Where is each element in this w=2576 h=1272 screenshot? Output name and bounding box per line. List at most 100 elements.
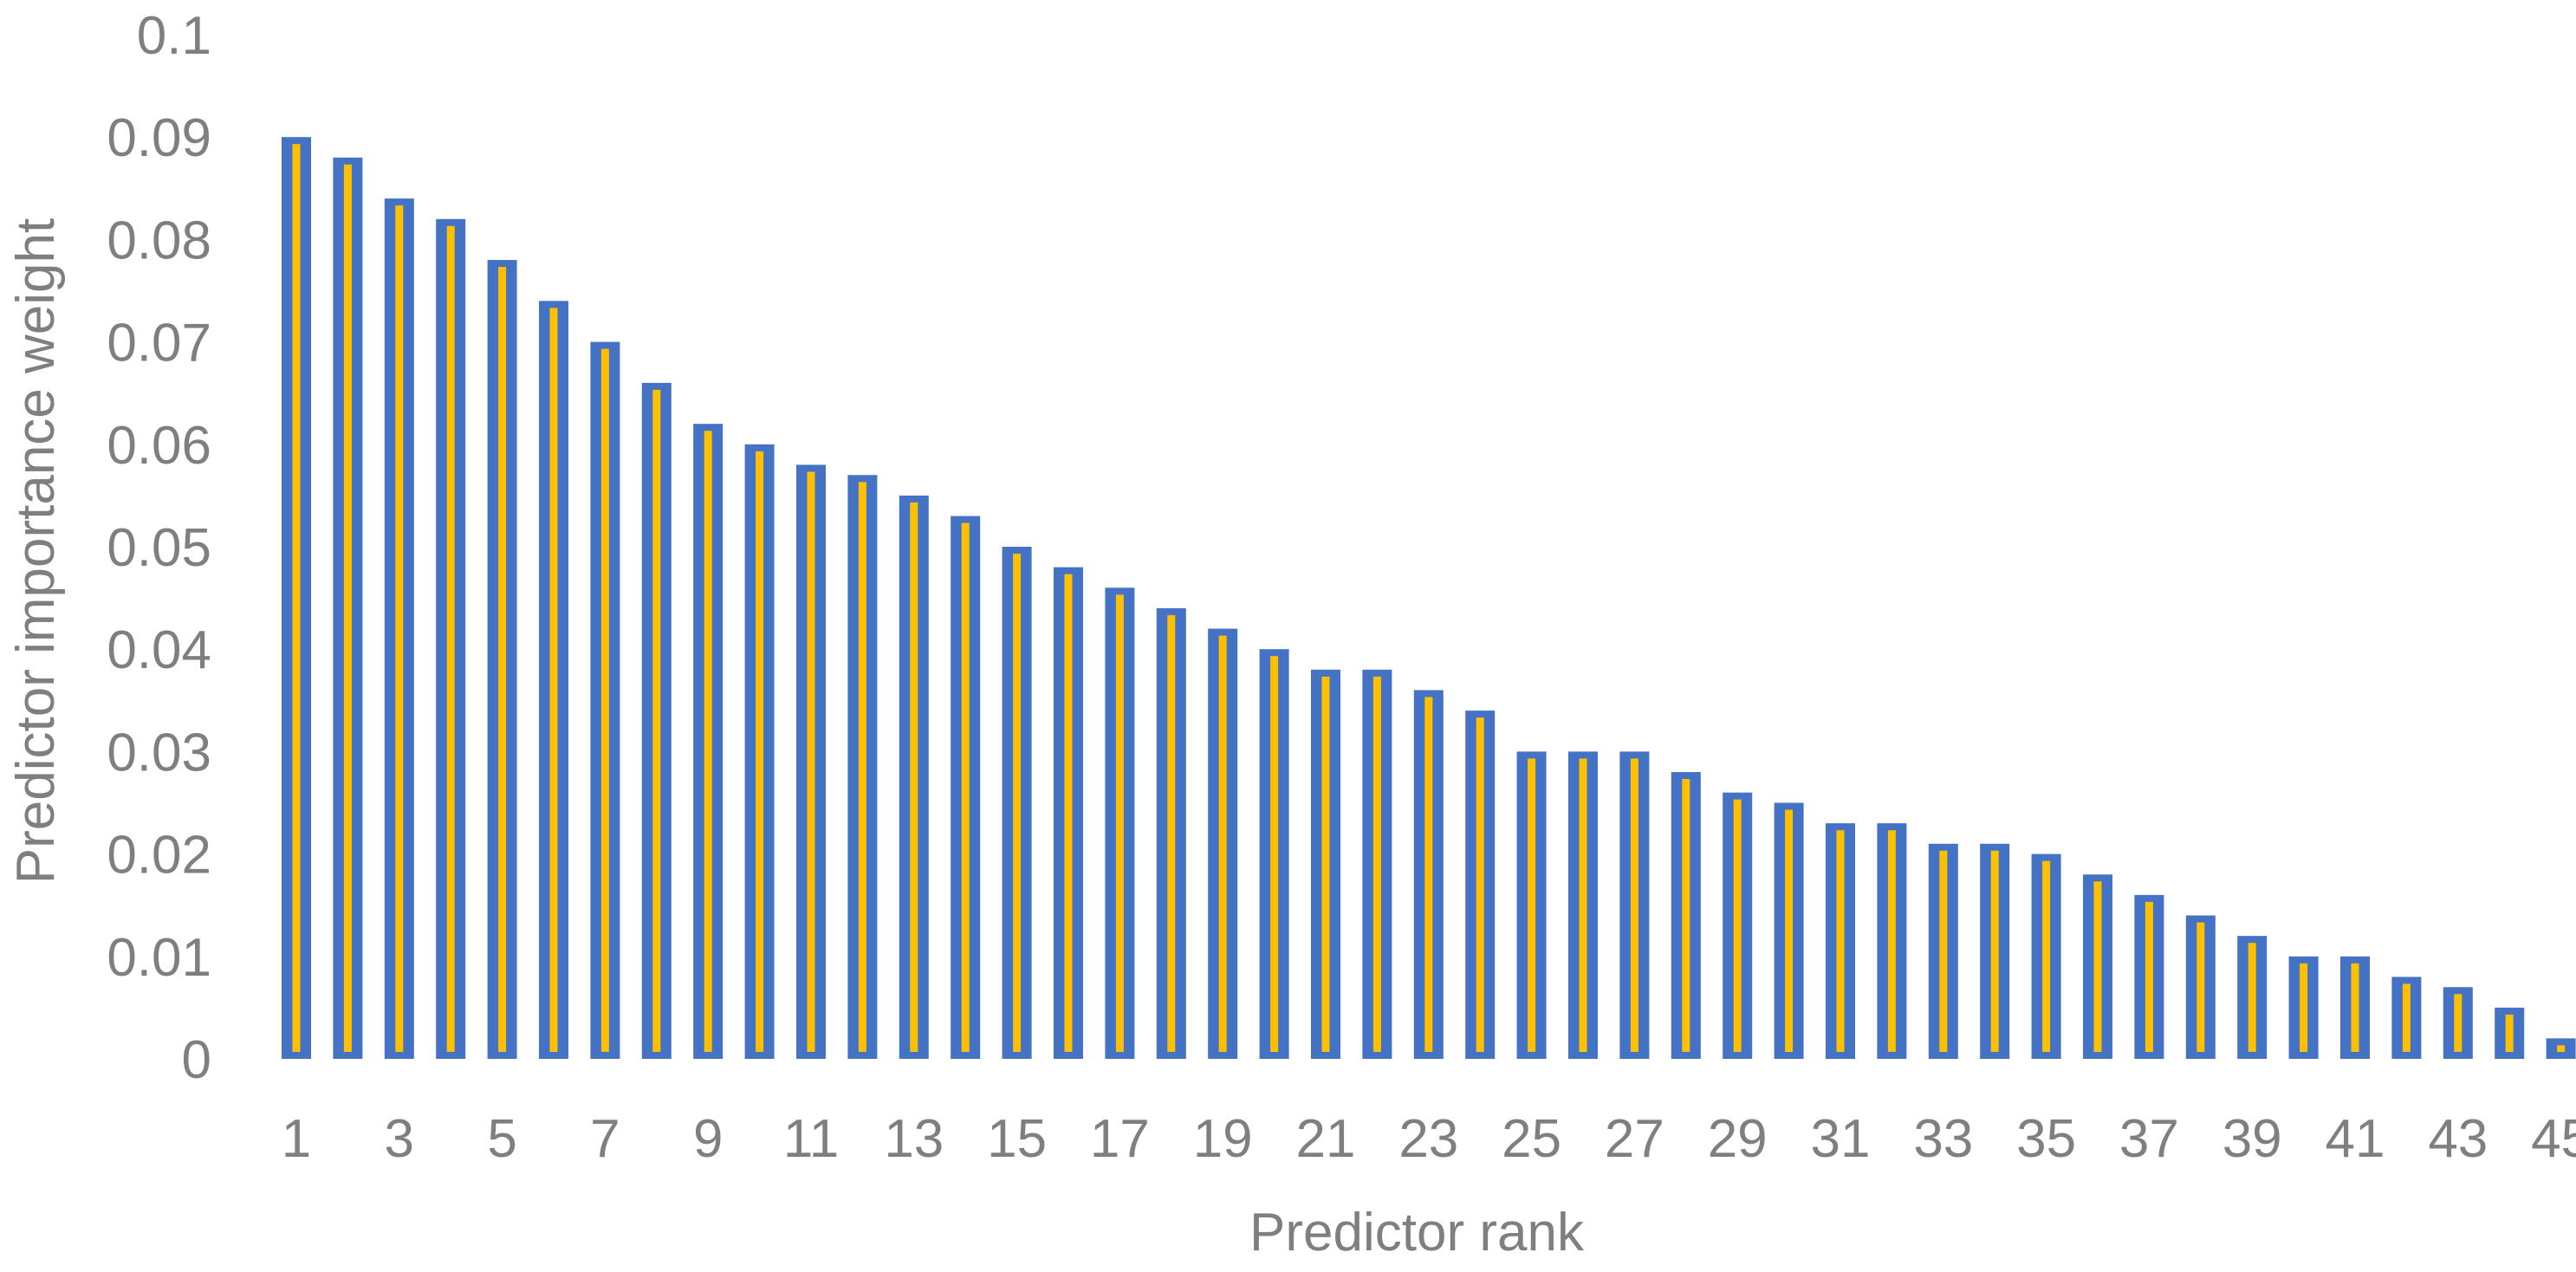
x-tick-label: 27 <box>1605 1109 1664 1169</box>
bar <box>847 475 878 1059</box>
x-tick-label: 31 <box>1811 1109 1871 1169</box>
bar <box>1465 711 1496 1059</box>
bar-fill <box>498 267 507 1052</box>
x-tick-label: 3 <box>385 1109 414 1169</box>
x-tick-label: 21 <box>1296 1109 1356 1169</box>
bar <box>1259 649 1289 1059</box>
y-tick-label: 0.04 <box>107 620 211 680</box>
bar <box>951 516 981 1059</box>
y-axis-ticks: 0 0.01 0.02 0.03 0.04 0.05 0.06 0.07 0.08 0.09 0.1 <box>107 6 211 1090</box>
x-tick-label: 29 <box>1708 1109 1768 1169</box>
bar-fill <box>343 164 352 1053</box>
bar-fill <box>2454 994 2462 1052</box>
bar-fill <box>910 502 918 1052</box>
y-axis-title: Predictor importance weight <box>6 218 66 884</box>
bar <box>1413 690 1444 1059</box>
bar-fill <box>961 522 970 1052</box>
bar-fill <box>2196 922 2205 1052</box>
bar-fill <box>1270 656 1279 1052</box>
bar-fill <box>1218 635 1227 1052</box>
bar <box>2546 1038 2576 1059</box>
bar-fill <box>2351 963 2359 1052</box>
bar <box>590 341 620 1060</box>
bar-fill <box>395 205 404 1052</box>
bar <box>1516 751 1547 1059</box>
bar-fill <box>2557 1045 2566 1052</box>
bar-fill <box>2145 901 2153 1052</box>
x-tick-label: 41 <box>2326 1109 2385 1169</box>
bar <box>796 464 826 1059</box>
bar-fill <box>704 431 712 1052</box>
x-tick-label: 17 <box>1090 1109 1150 1169</box>
x-tick-label: 37 <box>2119 1109 2179 1169</box>
bar <box>436 218 466 1059</box>
bar-fill <box>1476 717 1484 1052</box>
bar <box>333 157 363 1060</box>
bar-fill <box>2093 881 2102 1052</box>
bar-fill <box>2248 943 2256 1052</box>
bar <box>1619 751 1650 1059</box>
bars <box>282 137 2576 1060</box>
bar <box>2340 956 2370 1059</box>
x-tick-label: 35 <box>2016 1109 2076 1169</box>
bar-fill <box>2505 1014 2514 1052</box>
bar-fill <box>807 471 815 1052</box>
bar <box>1928 843 1958 1059</box>
bar-fill <box>1064 574 1073 1052</box>
bar-fill <box>1887 830 1896 1052</box>
bar-fill <box>2042 860 2051 1052</box>
bar <box>282 137 311 1060</box>
bar <box>2391 977 2422 1059</box>
bar <box>2031 853 2061 1059</box>
bar <box>744 444 775 1059</box>
bar-fill <box>756 451 764 1052</box>
bar-fill <box>1939 850 1948 1052</box>
bar-fill <box>549 308 558 1052</box>
bar-fill <box>2300 963 2308 1052</box>
bar-fill <box>1115 594 1124 1052</box>
y-tick-label: 0.06 <box>107 416 211 476</box>
bar <box>1362 669 1392 1059</box>
x-tick-label: 1 <box>282 1109 311 1169</box>
x-tick-label: 43 <box>2428 1109 2488 1169</box>
bar <box>1568 751 1598 1059</box>
bar-fill <box>2402 983 2411 1052</box>
bar-fill <box>652 389 661 1052</box>
x-tick-label: 11 <box>783 1109 839 1169</box>
x-tick-label: 13 <box>884 1109 944 1169</box>
bar <box>1105 587 1135 1059</box>
bar-fill <box>1372 676 1381 1052</box>
y-tick-label: 0.02 <box>107 826 211 886</box>
bar-fill <box>1167 614 1176 1052</box>
bar-fill <box>1424 697 1433 1052</box>
bar <box>487 260 517 1059</box>
bar-fill <box>1733 799 1742 1052</box>
bar-fill <box>1630 758 1638 1052</box>
bar-fill <box>1682 779 1690 1052</box>
y-tick-label: 0 <box>182 1030 211 1090</box>
x-tick-label: 25 <box>1502 1109 1561 1169</box>
x-axis-title: Predictor rank <box>1249 1203 1585 1262</box>
x-tick-label: 39 <box>2222 1109 2282 1169</box>
bar <box>1054 567 1083 1059</box>
bar <box>2495 1007 2525 1059</box>
bar <box>1980 843 2010 1059</box>
bar-fill <box>1990 850 1999 1052</box>
bar <box>1311 669 1340 1059</box>
bar <box>1774 802 1804 1059</box>
bar <box>1208 628 1238 1059</box>
x-tick-label: 5 <box>487 1109 516 1169</box>
y-tick-label: 0.01 <box>107 928 211 988</box>
y-tick-label: 0.1 <box>137 6 211 66</box>
bar <box>2185 915 2216 1059</box>
bar-fill <box>1579 758 1587 1052</box>
x-tick-label: 19 <box>1193 1109 1253 1169</box>
bar <box>2134 894 2164 1059</box>
bar <box>693 424 723 1059</box>
y-tick-label: 0.03 <box>107 723 211 782</box>
x-tick-label: 7 <box>590 1109 620 1169</box>
bar-fill <box>1321 676 1330 1052</box>
x-tick-label: 15 <box>987 1109 1047 1169</box>
bar-fill <box>1528 758 1536 1052</box>
